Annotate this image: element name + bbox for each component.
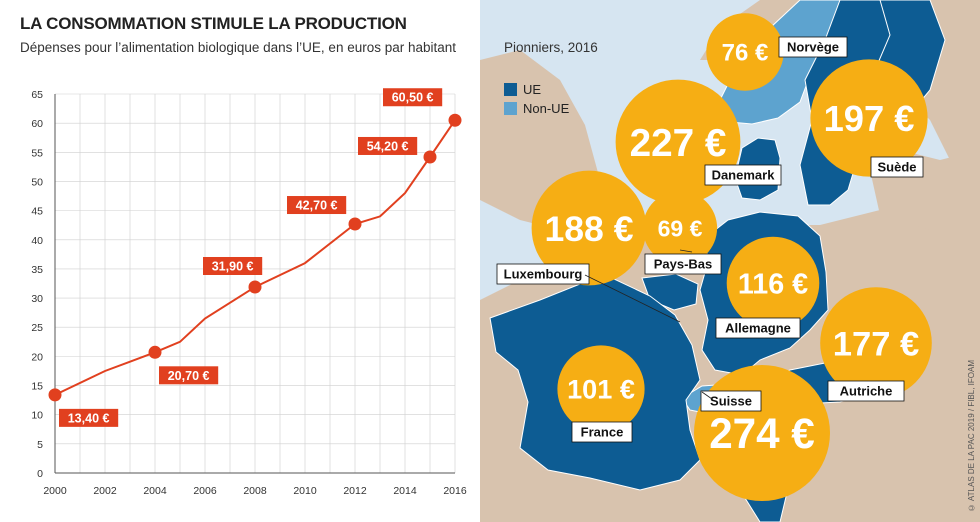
bubble-value: 227 €: [630, 122, 727, 165]
chart-title: LA CONSOMMATION STIMULE LA PRODUCTION: [20, 14, 407, 33]
country-label-bg: [704, 164, 782, 186]
legend-swatch-ue: [504, 83, 517, 96]
country-label-bg: [715, 317, 801, 339]
y-tick-label: 15: [31, 381, 43, 393]
credit-text: © ATLAS DE LA PAC 2019 / FIBL, IFOAM: [967, 360, 976, 512]
x-tick-label: 2008: [243, 485, 267, 497]
x-tick-label: 2000: [43, 485, 67, 497]
y-tick-label: 35: [31, 264, 43, 276]
bubbles: 76 € 227 € 197 € 188 € 69 € 116 € 177 € 101 € 27…: [531, 13, 932, 501]
bubble: [557, 345, 645, 433]
country-label-bg: [700, 390, 762, 412]
y-tick-label: 10: [31, 410, 43, 422]
bubble-value: 116 €: [738, 268, 808, 300]
legend-title: Pionniers, 2016: [504, 40, 598, 55]
data-label: 42,70 €: [296, 199, 338, 213]
country-label: France: [581, 425, 624, 440]
country-label: Allemagne: [725, 321, 791, 336]
country-label-bg: [827, 380, 905, 402]
bubble-value: 274 €: [709, 410, 815, 457]
legend-label-ue: UE: [523, 82, 542, 97]
legend-item-ue: UE: [504, 82, 541, 97]
data-label: 54,20 €: [367, 139, 409, 153]
leader-paysbas: [679, 249, 693, 253]
country-label: Luxembourg: [504, 267, 583, 282]
y-tick-label: 65: [31, 89, 43, 101]
y-tick-label: 5: [37, 439, 43, 451]
data-point: [423, 150, 437, 164]
bubble-value: 69 €: [658, 215, 703, 241]
bubble: [726, 236, 820, 330]
leader-lines: [584, 249, 713, 400]
x-tick-label: 2014: [393, 485, 417, 497]
country-label-bg: [571, 421, 633, 443]
country-label: Autriche: [840, 384, 893, 399]
data-point: [448, 113, 462, 127]
data-label-bg: [203, 256, 263, 275]
y-tick-label: 0: [37, 468, 43, 480]
legend-label-non-ue: Non-UE: [523, 101, 570, 116]
leader-luxembourg: [584, 274, 681, 323]
data-points: [48, 113, 462, 402]
y-tick-label: 50: [31, 176, 43, 188]
data-label-bg: [159, 366, 219, 385]
chart-subtitle: Dépenses pour l’alimentation biologique …: [20, 40, 457, 55]
bubble-value: 76 €: [722, 40, 769, 67]
data-label: 13,40 €: [68, 411, 110, 425]
bubble: [642, 190, 718, 266]
data-point: [348, 217, 362, 231]
data-label-bg: [59, 408, 119, 427]
x-tick-label: 2006: [193, 485, 217, 497]
x-tick-label: 2010: [293, 485, 317, 497]
data-label-bg: [383, 88, 443, 107]
bubble-value: 188 €: [544, 209, 633, 249]
x-tick-label: 2016: [443, 485, 467, 497]
data-label-bg: [358, 136, 418, 155]
y-tick-label: 25: [31, 322, 43, 334]
legend-item-non-ue: Non-UE: [504, 101, 569, 116]
y-tick-label: 20: [31, 351, 43, 363]
bubble: [531, 170, 647, 286]
y-tick-label: 55: [31, 147, 43, 159]
data-label: 60,50 €: [392, 91, 434, 105]
data-labels: 13,40 € 20,70 € 31,90 € 42,70 € 54,20 € 60,50…: [59, 88, 443, 427]
country-label-bg: [870, 156, 924, 178]
bubble-value: 197 €: [824, 98, 915, 139]
data-point: [148, 345, 162, 359]
y-tick-label: 30: [31, 293, 43, 305]
bubble-value: 101 €: [567, 374, 635, 405]
data-point: [248, 280, 262, 294]
leader-suisse: [701, 391, 713, 400]
legend-swatch-non-ue: [504, 102, 517, 115]
country-label: Pays-Bas: [654, 257, 713, 272]
x-tick-label: 2004: [143, 485, 167, 497]
country-label: Suisse: [710, 394, 752, 409]
data-label: 20,70 €: [168, 369, 210, 383]
country-label-bg: [496, 263, 590, 285]
country-label-bg: [778, 36, 848, 58]
series-line: [54, 119, 456, 396]
y-axis-ticks: 0 5 10 15 20 25 30 35 40 45 50 55 60 65: [31, 89, 43, 480]
bubble: [706, 13, 784, 91]
x-tick-label: 2002: [93, 485, 117, 497]
data-label: 31,90 €: [212, 259, 254, 273]
data-label-bg: [287, 196, 347, 215]
y-tick-label: 40: [31, 235, 43, 247]
x-axis-ticks: 2000 2002 2004 2006 2008 2010 2012 2014 2016: [43, 485, 467, 497]
country-label: Danemark: [712, 168, 776, 183]
x-tick-label: 2012: [343, 485, 367, 497]
y-tick-label: 45: [31, 206, 43, 218]
bubble: [820, 287, 932, 399]
bubble-value: 177 €: [833, 325, 920, 363]
country-label: Norvège: [787, 40, 839, 55]
country-label: Suède: [877, 160, 916, 175]
country-labels: Norvège Danemark Suède Luxembourg Pays-Bas Al…: [496, 36, 924, 443]
data-point: [48, 388, 62, 402]
bubble: [810, 59, 928, 177]
y-tick-label: 60: [31, 118, 43, 130]
country-label-bg: [644, 253, 722, 275]
